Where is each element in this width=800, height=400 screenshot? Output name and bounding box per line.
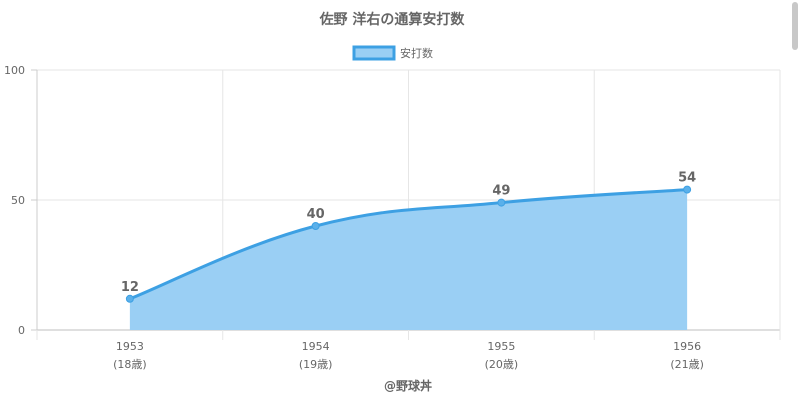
credit: @野球丼 <box>384 378 432 393</box>
x-tick-label: 1956 <box>673 340 701 353</box>
x-tick-sublabel: (21歳) <box>670 358 704 371</box>
scrollbar-thumb[interactable] <box>792 2 798 50</box>
data-label: 54 <box>678 171 696 186</box>
x-tick-sublabel: (18歳) <box>113 358 147 371</box>
x-tick-label: 1953 <box>116 340 144 353</box>
x-tick-sublabel: (19歳) <box>299 358 333 371</box>
data-point[interactable] <box>311 222 320 230</box>
y-tick-label: 50 <box>11 194 25 207</box>
legend-label: 安打数 <box>400 46 433 60</box>
plot-area <box>125 185 692 330</box>
legend-swatch <box>352 45 396 61</box>
series-line <box>129 188 688 301</box>
y-axis: 0 50 100 <box>4 64 37 337</box>
legend[interactable]: 安打数 <box>352 45 433 61</box>
x-tick-sublabel: (20歳) <box>485 358 519 371</box>
y-tick-label: 0 <box>18 324 25 337</box>
data-label: 49 <box>492 184 510 199</box>
x-tick-label: 1954 <box>302 340 330 353</box>
data-labels: 12 40 49 54 <box>121 171 696 295</box>
y-tick-label: 100 <box>4 64 25 77</box>
x-axis: 1953 (18歳) 1954 (19歳) 1955 (20歳) 1956 (21歳) <box>36 330 781 371</box>
x-tick-label: 1955 <box>487 340 515 353</box>
data-label: 40 <box>307 207 325 222</box>
data-label: 12 <box>121 280 139 295</box>
series-area <box>129 189 688 330</box>
data-point[interactable] <box>125 294 134 303</box>
data-point[interactable] <box>683 185 692 194</box>
data-point[interactable] <box>497 198 506 207</box>
chart-title: 佐野 洋右の通算安打数 <box>319 11 466 28</box>
